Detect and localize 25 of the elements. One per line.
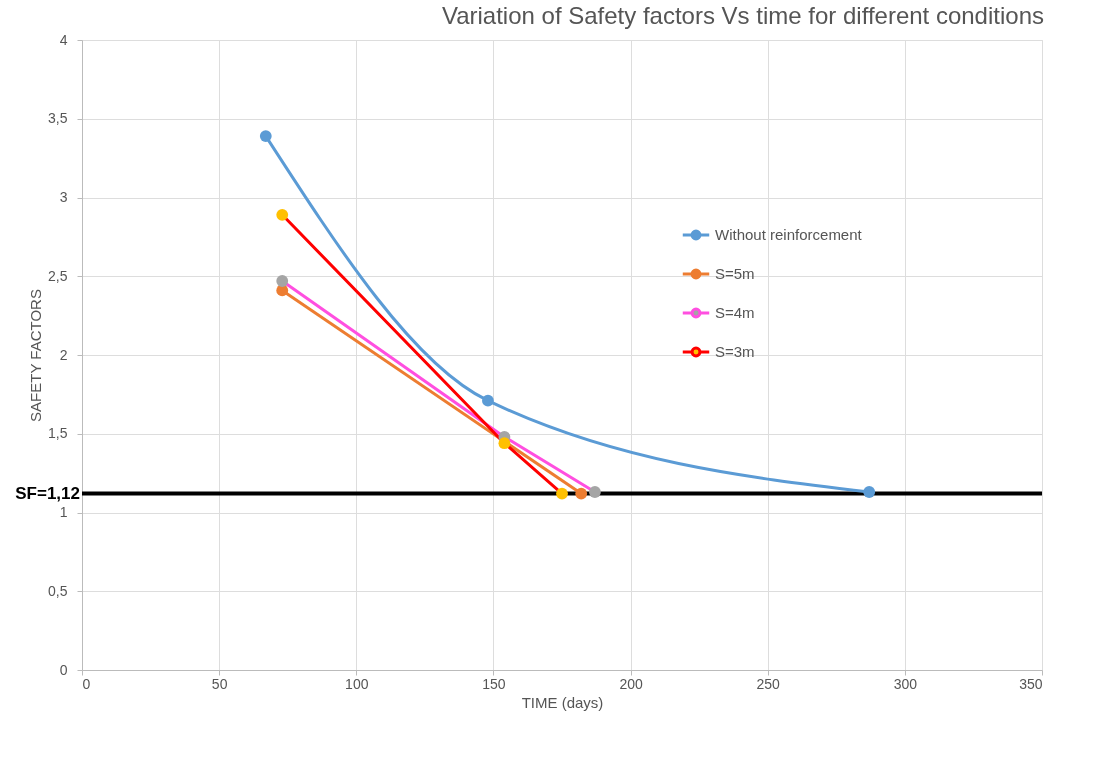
legend-label: Without reinforcement: [715, 226, 863, 243]
y-tick-label: 0: [59, 661, 68, 678]
x-tick-label: 350: [1019, 675, 1043, 692]
x-tick-label: 0: [82, 675, 91, 692]
ref-line-label: SF=1,12: [15, 483, 80, 503]
x-tick-label: 100: [345, 675, 369, 692]
y-axis-title: SAFETY FACTORS: [27, 289, 45, 422]
y-tick-label: 2: [59, 346, 68, 363]
y-tick-label: 1: [59, 504, 68, 520]
x-tick-label: 150: [482, 675, 506, 692]
y-tick-label: 4: [59, 31, 68, 48]
x-tick-label: 200: [619, 675, 643, 692]
y-tick-label: 3: [59, 189, 68, 205]
y-tick-label: 0,5: [48, 582, 68, 599]
legend-label: S=4m: [715, 304, 755, 321]
y-tick-label: 3,5: [48, 110, 68, 127]
x-tick-label: 50: [211, 675, 228, 692]
x-tick-label: 300: [893, 675, 918, 692]
x-tick-label: 250: [756, 675, 781, 692]
legend-label: S=5m: [715, 265, 755, 282]
chart-title: Variation of Safety factors Vs time for different conditions: [441, 2, 1044, 29]
y-tick-label: 1,5: [48, 425, 68, 442]
x-axis-title: TIME (days): [521, 693, 604, 711]
legend-label: S=3m: [715, 343, 755, 360]
y-tick-label: 2,5: [48, 267, 68, 284]
